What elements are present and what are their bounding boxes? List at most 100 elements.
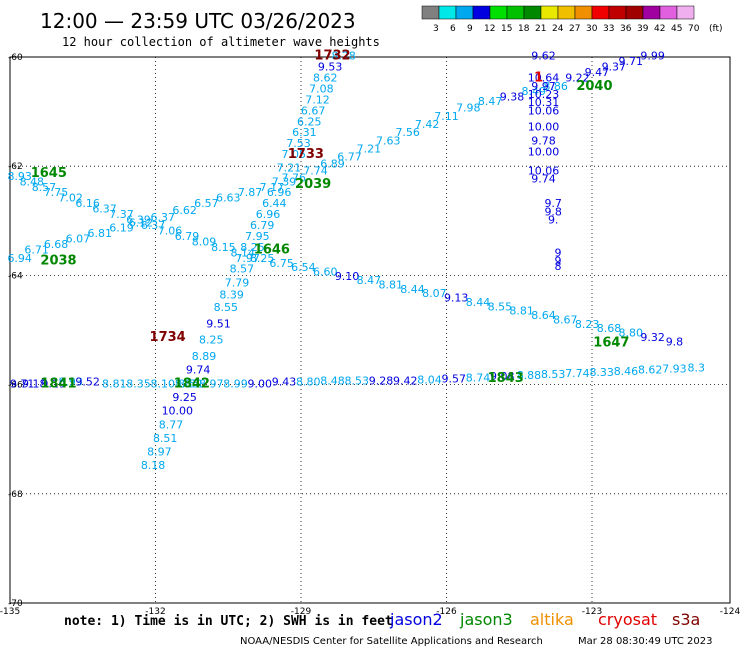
swh-value: 7.87: [238, 186, 263, 199]
swh-value: 8.80: [619, 327, 644, 340]
x-tick-label: -126: [436, 607, 457, 617]
swh-value: 6.79: [250, 219, 275, 232]
swh-value: 7.21: [277, 162, 302, 175]
swh-value: 9.43: [272, 376, 297, 389]
time-labels: 1732 1733 1734 1645 2038 1646 1842 1843 1647 2039…: [31, 49, 630, 392]
swh-value: 9.: [548, 214, 559, 227]
scale-label: 36: [620, 24, 632, 34]
swh-value: 9.25: [172, 391, 197, 404]
swh-value: 8.47: [478, 95, 503, 108]
swh-value: 8.10: [151, 377, 176, 390]
color-scale-legend: 3 6 9 12 15 18 21 24 27 30 33 36 39 42 45 70 (ft): [421, 5, 723, 34]
scale-swatch-12: [625, 5, 644, 20]
pass-time-label: 1734: [150, 330, 186, 345]
scale-label: 27: [569, 24, 580, 34]
swh-value: 7.02: [58, 192, 83, 205]
swh-value: 6.67: [301, 104, 326, 117]
x-tick-label: -129: [291, 607, 312, 617]
scale-swatch-15: [676, 5, 695, 20]
swh-value: 6.54: [291, 261, 316, 274]
swh-value: 9.38: [500, 91, 525, 104]
swh-value: 6.37: [92, 203, 117, 216]
swh-value: 7.05: [281, 148, 306, 161]
swh-value: 10.00: [162, 405, 194, 418]
swh-value: 6.07: [66, 233, 91, 246]
scale-swatch-5: [506, 5, 525, 20]
swh-value: 8.93: [58, 376, 83, 389]
grid-lines: [10, 57, 730, 603]
swh-value: 10.23: [528, 88, 560, 101]
swh-value: 9.28: [369, 375, 394, 388]
swh-value: 7.17: [260, 181, 285, 194]
swh-value: 6.75: [269, 257, 294, 270]
swh-value: 8.86: [543, 80, 568, 93]
swh-value: 6.60: [313, 265, 338, 278]
swh-value: 8.09: [192, 235, 217, 248]
swh-value: 8.18: [141, 459, 166, 472]
swh-value: 8.93: [7, 170, 32, 183]
swh-value: 9.97: [531, 80, 556, 93]
swh-value: 7.76: [281, 171, 306, 184]
swh-value: 9.52: [75, 376, 100, 389]
y-tick-label: -66: [8, 381, 23, 391]
pass-time-label: 1646: [254, 243, 290, 258]
swh-value: 9: [555, 246, 562, 259]
swh-value: 8.15: [211, 241, 236, 254]
pass-time-label: 1645: [31, 166, 67, 181]
x-tick-label: -124: [720, 607, 740, 617]
scale-swatch-0: [421, 5, 440, 20]
swh-value: 8: [555, 260, 562, 273]
swh-value: 9.37: [602, 61, 627, 74]
swh-value: 6.37: [151, 211, 176, 224]
swh-value: 9.74: [531, 173, 556, 186]
swh-value: 9.8: [544, 205, 562, 218]
satellite-legend: jason2 jason3 altika cryosat s3a: [389, 610, 700, 629]
swh-value: 8.74: [466, 371, 491, 384]
pass-time-label: 2040: [576, 79, 612, 94]
swh-value: 9.74: [186, 364, 211, 377]
chart-title: 12:00 — 23:59 UTC 03/26/2023: [40, 9, 356, 33]
swh-value: 7.06: [158, 224, 183, 237]
swh-value: 8.64: [531, 309, 556, 322]
scale-label: 42: [654, 24, 665, 34]
swh-value: 8.39: [219, 288, 244, 301]
chart-subtitle: 12 hour collection of altimeter wave hei…: [62, 35, 380, 49]
swh-value: 7.98: [456, 102, 481, 115]
swh-value: 9.08: [490, 370, 515, 383]
swh-value: 6.79: [175, 230, 200, 243]
swh-value: 8.55: [488, 300, 513, 313]
swh-value: 10.00: [528, 121, 560, 134]
swh-value: 9: [555, 254, 562, 267]
swh-value: 9.10: [335, 270, 360, 283]
swh-value: 9.22: [565, 72, 590, 85]
scale-swatch-2: [455, 5, 474, 20]
x-tick-label: -135: [0, 607, 20, 617]
swh-value: 8.47: [357, 274, 382, 287]
scale-swatch-1: [438, 5, 457, 20]
swh-value: 9.47: [585, 66, 610, 79]
x-tick-label: -123: [582, 607, 602, 617]
swh-value: 7.08: [309, 82, 334, 95]
swh-value: 8.25: [250, 252, 275, 265]
swh-value: 8.53: [541, 368, 566, 381]
swh-value: 7.63: [376, 134, 401, 147]
scale-label: 12: [484, 24, 495, 34]
swh-value: 9.18: [22, 377, 47, 390]
swh-value: 9.78: [531, 134, 556, 147]
swh-value: 6.63: [216, 192, 241, 205]
swh-value: 8.49: [522, 85, 547, 98]
swh-value: 10.06: [528, 104, 560, 117]
swh-value: 7.12: [305, 93, 330, 106]
swh-value: 6.96: [267, 186, 292, 199]
swh-value: 10.00: [528, 145, 560, 158]
swh-value: 6.96: [256, 208, 281, 221]
swh-value: 8.53: [345, 375, 370, 388]
scale-label: 33: [603, 24, 614, 34]
swh-value: 8.25: [199, 334, 224, 347]
scale-label: 6: [450, 24, 456, 34]
swh-value: 6.44: [262, 197, 287, 210]
swh-value: 6.37: [141, 219, 166, 232]
y-tick-label: -64: [8, 271, 23, 281]
